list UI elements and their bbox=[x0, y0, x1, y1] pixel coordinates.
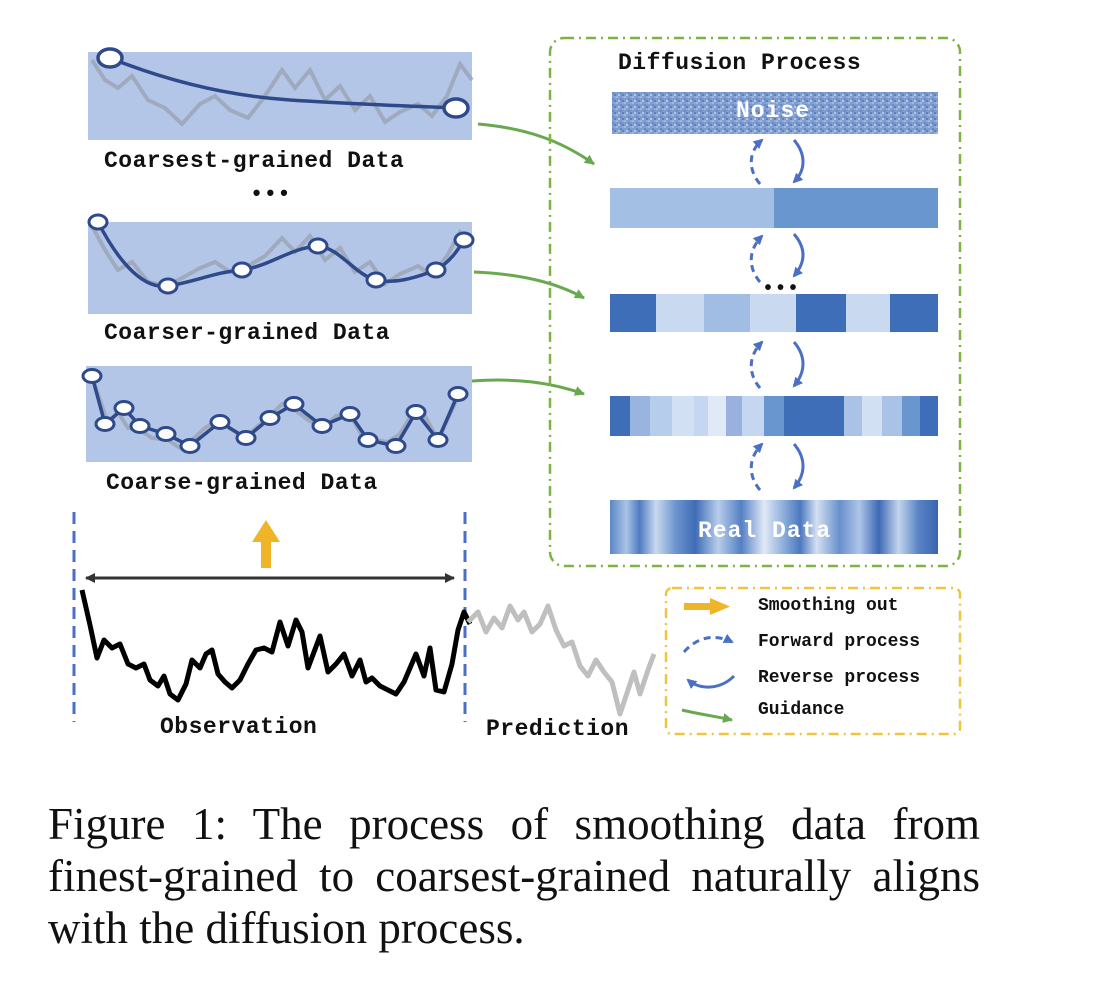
legend-reverse: Reverse process bbox=[758, 668, 921, 688]
coarsest-label: Coarsest-grained Data bbox=[104, 148, 405, 174]
legend-guidance: Guidance bbox=[758, 700, 845, 720]
process-arrows-3 bbox=[749, 340, 805, 389]
observation-series bbox=[79, 589, 473, 703]
yellow-arrow-icon bbox=[684, 598, 730, 615]
coarsest-panel bbox=[88, 47, 474, 140]
latent-bar-2 bbox=[610, 294, 938, 332]
process-arrows-4 bbox=[749, 442, 805, 491]
figure-caption: Figure 1: The process of smoothing data … bbox=[48, 799, 980, 953]
noise-label: Noise bbox=[736, 98, 811, 124]
prediction-series bbox=[466, 603, 657, 717]
coarse-panel bbox=[81, 366, 472, 462]
smoothing-arrow-icon bbox=[252, 520, 280, 568]
observation-label: Observation bbox=[160, 714, 318, 740]
process-arrows-1 bbox=[749, 138, 805, 185]
latent-bar-1 bbox=[610, 188, 938, 228]
diffusion-title: Diffusion Process bbox=[618, 50, 862, 76]
legend-box bbox=[664, 586, 962, 736]
dashed-curved-arrow-icon bbox=[682, 633, 734, 654]
diffusion-ellipsis: ••• bbox=[762, 278, 800, 301]
prediction-label: Prediction bbox=[486, 716, 630, 742]
guidance-arrow-3 bbox=[471, 378, 585, 396]
guidance-arrow-2 bbox=[473, 270, 585, 300]
real-data-label: Real Data bbox=[698, 518, 832, 544]
green-arrow-icon bbox=[681, 708, 733, 723]
process-arrows-2 bbox=[749, 233, 805, 283]
latent-bar-3 bbox=[610, 396, 938, 436]
real-data-bar bbox=[610, 500, 938, 554]
guidance-arrow-1 bbox=[477, 122, 595, 166]
legend-forward: Forward process bbox=[758, 632, 921, 652]
left-ellipsis: ••• bbox=[250, 182, 292, 207]
figure: Coarsest-grained Data ••• Coarser-graine… bbox=[72, 36, 962, 742]
noise-bar bbox=[612, 92, 938, 134]
curved-arrow-icon bbox=[686, 674, 736, 689]
coarse-label: Coarse-grained Data bbox=[106, 470, 378, 496]
legend-smoothing: Smoothing out bbox=[758, 596, 899, 616]
coarser-label: Coarser-grained Data bbox=[104, 320, 391, 346]
coarser-panel bbox=[87, 213, 475, 314]
diffusion-box bbox=[548, 36, 962, 568]
diagram-canvas bbox=[72, 36, 962, 736]
